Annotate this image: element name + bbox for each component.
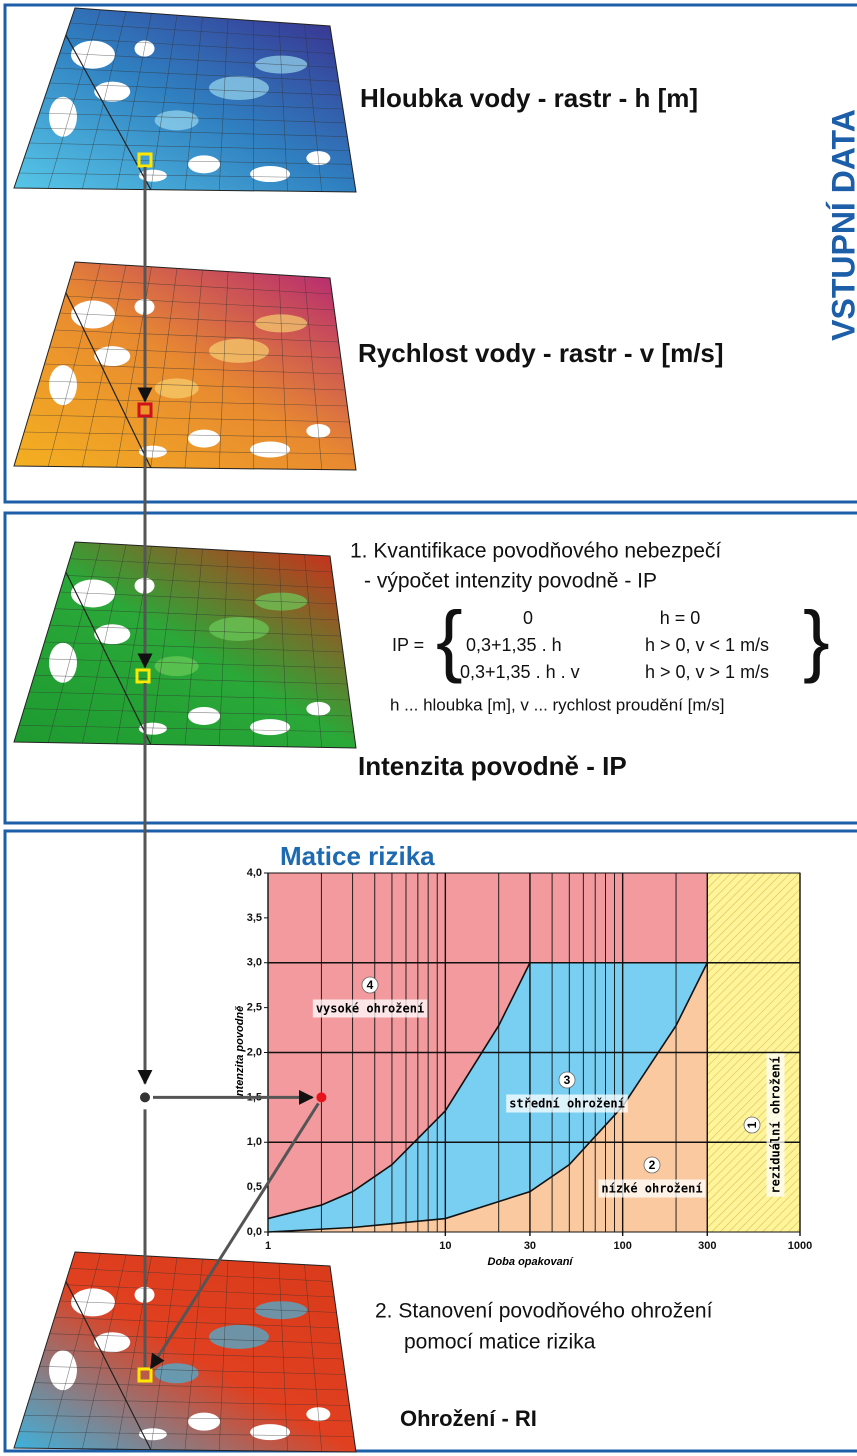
map-patch xyxy=(209,617,269,641)
x-tick-label: 1 xyxy=(265,1240,271,1252)
y-tick-label: 4,0 xyxy=(247,867,262,879)
zone-number: 1 xyxy=(745,1121,759,1128)
map-patch xyxy=(209,76,269,100)
case-expr: 0,3+1,35 . h . v xyxy=(460,662,580,682)
risk-point xyxy=(316,1092,326,1102)
step-subtitle: pomocí matice rizika xyxy=(404,1331,596,1354)
step-subtitle: - výpočet intenzity povodně - IP xyxy=(364,570,657,593)
x-tick-label: 1000 xyxy=(788,1240,812,1252)
zone-number: 3 xyxy=(564,1073,571,1087)
zone-name: vysoké ohrožení xyxy=(316,1002,424,1016)
case-cond: h > 0, v < 1 m/s xyxy=(645,635,769,655)
y-tick-label: 3,5 xyxy=(247,912,262,924)
side-label: VSTUPNÍ DATA xyxy=(825,109,857,341)
y-tick-label: 1,0 xyxy=(247,1136,262,1148)
zone-name: nízké ohrožení xyxy=(601,1182,702,1196)
map-white xyxy=(250,1424,290,1440)
chart-title: Matice rizika xyxy=(280,841,435,871)
y-tick-label: 3,0 xyxy=(247,957,262,969)
map-white xyxy=(250,166,290,182)
map-white xyxy=(49,97,77,137)
y-tick-label: 0,5 xyxy=(247,1181,262,1193)
zone-number: 4 xyxy=(367,978,374,992)
flow-node xyxy=(140,1092,150,1102)
map-white xyxy=(188,1413,220,1431)
case-expr: 0 xyxy=(523,608,533,628)
brace: { xyxy=(436,595,463,684)
map-white xyxy=(250,442,290,458)
y-tick-label: 2,5 xyxy=(247,1002,262,1014)
step-title: 2. Stanovení povodňového ohrožení xyxy=(375,1300,713,1323)
step-title: 1. Kvantifikace povodňového nebezpečí xyxy=(350,540,721,563)
formula-lhs: IP = xyxy=(392,635,424,655)
brace: } xyxy=(803,595,830,684)
risk-matrix: 1103010030010000,00,51,01,52,02,53,03,54… xyxy=(234,867,812,1268)
map-white xyxy=(188,155,220,173)
x-axis-label: Doba opakovaní xyxy=(488,1256,575,1268)
zone-number: 2 xyxy=(649,1158,656,1172)
map-white xyxy=(250,719,290,735)
zone-name: střední ohrožení xyxy=(509,1097,625,1111)
formula-legend: h ... hloubka [m], v ... rychlost proudě… xyxy=(390,695,724,714)
page: VSTUPNÍ DATA Hloubka vody - rastr - h [m… xyxy=(0,0,857,1456)
map-patch xyxy=(209,1325,269,1349)
layer-label: Hloubka vody - rastr - h [m] xyxy=(360,83,698,113)
map-white xyxy=(188,430,220,448)
result-label: Intenzita povodně - IP xyxy=(358,751,627,781)
maps xyxy=(14,8,356,1452)
x-tick-label: 10 xyxy=(439,1240,451,1252)
y-axis-label: Intenzita povodně xyxy=(234,1006,246,1100)
case-expr: 0,3+1,35 . h xyxy=(466,635,562,655)
result-label: Ohrožení - RI xyxy=(400,1406,537,1431)
map-patch xyxy=(209,339,269,363)
x-tick-label: 30 xyxy=(524,1240,536,1252)
map-white xyxy=(94,82,130,102)
x-tick-label: 300 xyxy=(698,1240,716,1252)
x-tick-label: 100 xyxy=(613,1240,631,1252)
layer-label: Rychlost vody - rastr - v [m/s] xyxy=(358,338,724,368)
map-white xyxy=(188,707,220,725)
case-cond: h > 0, v > 1 m/s xyxy=(645,662,769,682)
y-tick-label: 2,0 xyxy=(247,1046,262,1058)
case-cond: h = 0 xyxy=(660,608,701,628)
y-tick-label: 0,0 xyxy=(247,1226,262,1238)
zone-name: reziduální ohrožení xyxy=(769,1056,783,1193)
